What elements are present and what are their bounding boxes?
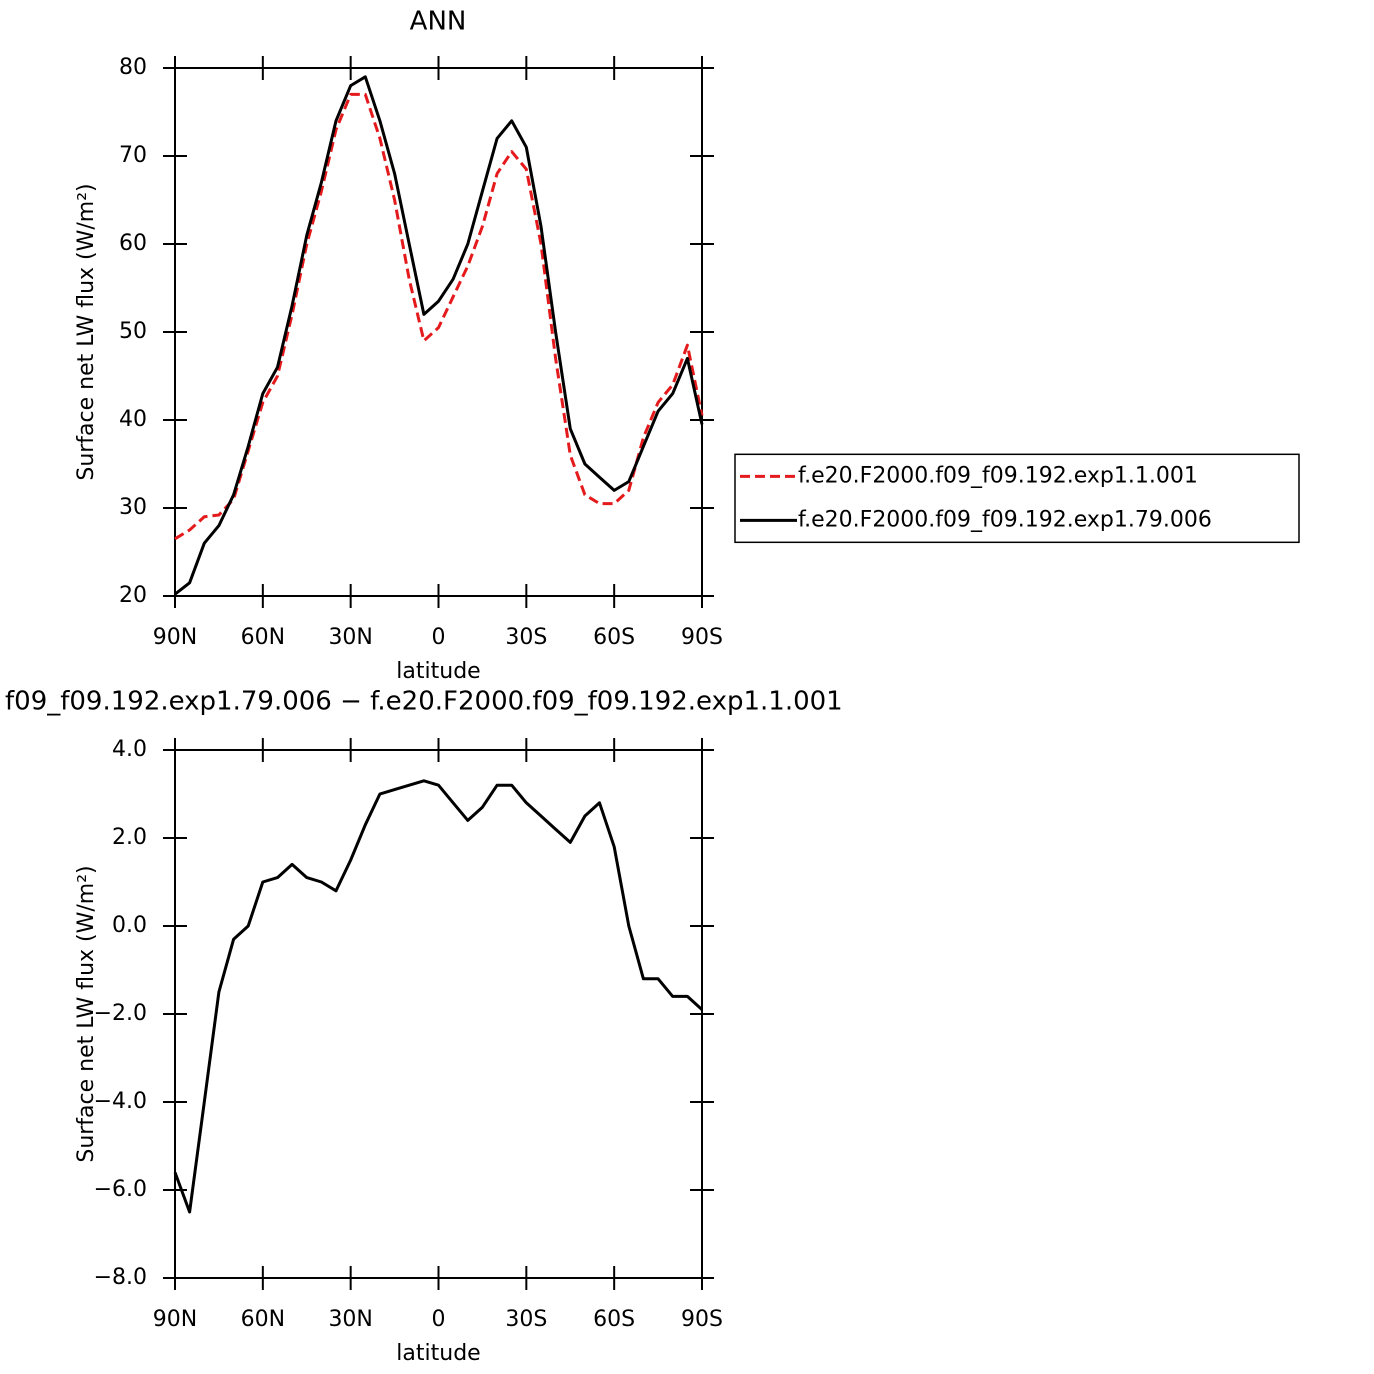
- x-tick-label: 90S: [681, 625, 723, 650]
- y-tick-label: −8.0: [94, 1265, 147, 1290]
- x-axis-label: latitude: [396, 1341, 480, 1366]
- x-tick-label: 90S: [681, 1307, 723, 1332]
- y-tick-label: 50: [119, 319, 147, 344]
- y-tick-label: 80: [119, 55, 147, 80]
- x-tick-label: 30S: [505, 625, 547, 650]
- x-tick-label: 90N: [153, 1307, 197, 1332]
- legend-label: f.e20.F2000.f09_f09.192.exp1.79.006: [798, 507, 1212, 532]
- y-tick-label: 30: [119, 495, 147, 520]
- x-tick-label: 60S: [593, 1307, 635, 1332]
- y-tick-label: 4.0: [112, 737, 147, 762]
- y-axis-label: Surface net LW flux (W/m²): [74, 865, 99, 1162]
- y-tick-label: 2.0: [112, 825, 147, 850]
- y-tick-label: −6.0: [94, 1177, 147, 1202]
- x-tick-label: 0: [432, 625, 446, 650]
- x-tick-label: 90N: [153, 625, 197, 650]
- x-tick-label: 0: [432, 1307, 446, 1332]
- y-tick-label: −4.0: [94, 1089, 147, 1114]
- data-line: [174, 92, 704, 541]
- plot-frame: [174, 67, 703, 597]
- x-tick-label: 30N: [328, 1307, 372, 1332]
- y-tick-label: −2.0: [94, 1001, 147, 1026]
- legend-box: [734, 453, 1300, 544]
- x-tick-label: 30N: [328, 625, 372, 650]
- legend-label: f.e20.F2000.f09_f09.192.exp1.1.001: [798, 463, 1198, 488]
- chart-title: f09_f09.192.exp1.79.006 − f.e20.F2000.f0…: [5, 687, 843, 717]
- y-axis-label: Surface net LW flux (W/m²): [74, 183, 99, 480]
- x-axis-label: latitude: [396, 659, 480, 684]
- y-tick-label: 0.0: [112, 913, 147, 938]
- y-tick-label: 70: [119, 143, 147, 168]
- data-line: [173, 779, 704, 1214]
- y-tick-label: 60: [119, 231, 147, 256]
- x-tick-label: 60N: [241, 625, 285, 650]
- x-tick-label: 30S: [505, 1307, 547, 1332]
- x-tick-label: 60N: [241, 1307, 285, 1332]
- y-tick-label: 20: [119, 583, 147, 608]
- chart-title: ANN: [410, 7, 467, 37]
- data-line: [174, 75, 704, 596]
- plot-frame: [174, 749, 703, 1279]
- x-tick-label: 60S: [593, 625, 635, 650]
- y-tick-label: 40: [119, 407, 147, 432]
